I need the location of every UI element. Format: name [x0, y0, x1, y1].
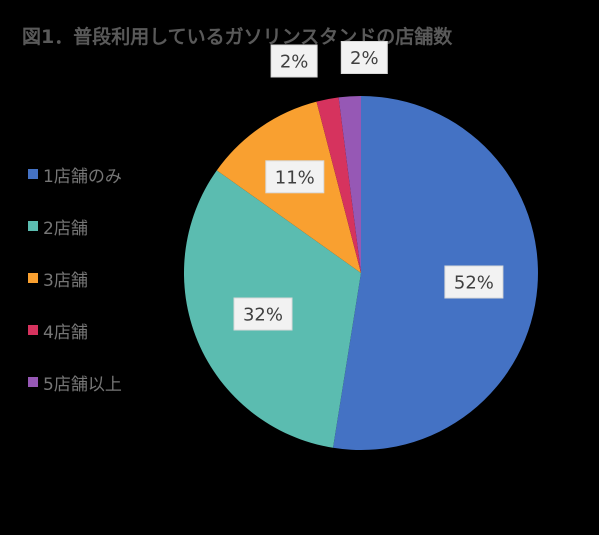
- legend-label-5: 5店舗以上: [43, 374, 122, 395]
- legend-label-4: 4店舗: [43, 322, 88, 343]
- data-label-2: 32%: [243, 305, 283, 326]
- legend-swatch-4: [28, 325, 38, 335]
- legend-swatch-1: [28, 169, 38, 179]
- data-label-box-5: [340, 41, 388, 74]
- legend-swatch-3: [28, 273, 38, 283]
- pie-slice-5: [338, 95, 361, 273]
- data-label-5: 2%: [350, 48, 379, 69]
- legend-swatch-5: [28, 377, 38, 387]
- data-label-box-2: [233, 297, 293, 331]
- legend: 1店舗のみ 2店舗 3店舗 4店舗 5店舗以上: [28, 148, 122, 408]
- legend-item-2: 2店舗: [28, 200, 122, 252]
- data-label-3: 11%: [275, 167, 315, 188]
- data-label-box-4: [270, 44, 318, 78]
- legend-label-1: 1店舗のみ: [43, 166, 122, 187]
- legend-item-4: 4店舗: [28, 304, 122, 356]
- legend-item-1: 1店舗のみ: [28, 148, 122, 200]
- data-label-4: 2%: [280, 52, 309, 73]
- legend-label-3: 3店舗: [43, 270, 88, 291]
- pie-slice-1: [333, 96, 538, 450]
- legend-label-2: 2店舗: [43, 218, 88, 239]
- pie-slice-4: [316, 97, 361, 273]
- legend-swatch-2: [28, 221, 38, 231]
- data-label-box-3: [265, 160, 325, 194]
- data-label-1: 52%: [454, 273, 494, 294]
- data-label-box-1: [444, 265, 504, 299]
- legend-item-5: 5店舗以上: [28, 356, 122, 408]
- legend-item-3: 3店舗: [28, 252, 122, 304]
